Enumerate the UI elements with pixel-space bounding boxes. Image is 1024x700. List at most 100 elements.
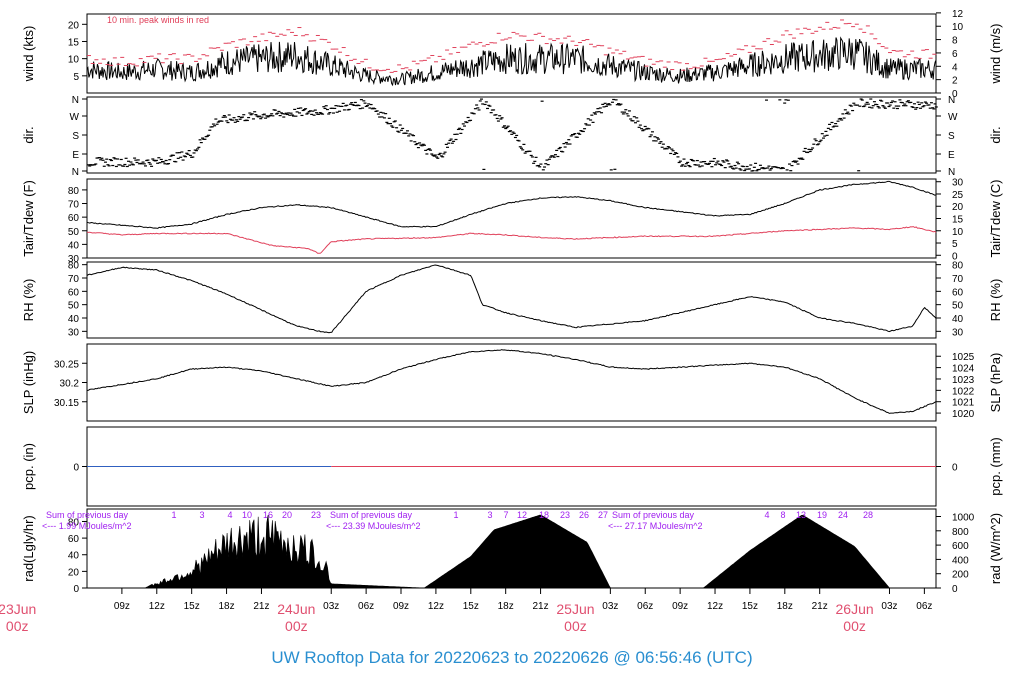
- day-label-hour: 00z: [843, 618, 866, 634]
- ytick-label-left-dir: W: [70, 112, 80, 123]
- rad-hour-label: 16: [263, 510, 273, 520]
- ytick-label-left-temp: 60: [68, 213, 80, 224]
- ytick-label-left-rh: 80: [68, 261, 80, 272]
- rad-hour-label: 26: [579, 510, 589, 520]
- panel-frame-temp: [86, 178, 937, 259]
- ylabel-left-pcp: pcp. (in): [21, 443, 36, 490]
- ytick-label-right-slp: 1023: [952, 375, 975, 386]
- ytick-label-left-wind: 5: [73, 72, 79, 83]
- ylabel-left-rad: rad(Lgly/hr): [21, 515, 36, 581]
- rad-hour-label: 7: [503, 510, 508, 520]
- ytick-label-right-dir: N: [948, 95, 955, 106]
- dewpoint-line: [86, 226, 937, 254]
- rad-hour-label: 4: [227, 510, 232, 520]
- ytick-label-right-slp: 1025: [952, 352, 975, 363]
- radiation-area: [87, 514, 936, 589]
- rad-hour-label: 18: [539, 510, 549, 520]
- ytick-label-left-rh: 30: [68, 327, 80, 338]
- ytick-label-right-temp: 5: [952, 239, 958, 250]
- ytick-label-left-temp: 50: [68, 227, 80, 238]
- ylabel-left-dir: dir.: [21, 126, 36, 143]
- ytick-label-right-rh: 60: [952, 287, 964, 298]
- rad-hour-label: 3: [199, 510, 204, 520]
- ylabel-left-wind: wind (kts): [21, 26, 36, 83]
- xtick-label: 06z: [358, 601, 374, 612]
- ytick-label-right-rad: 200: [952, 570, 969, 581]
- ytick-label-right-wind: 8: [952, 36, 958, 47]
- xtick-label: 15z: [184, 601, 200, 612]
- ytick-label-right-rad: 1000: [952, 512, 975, 523]
- ytick-label-right-slp: 1024: [952, 364, 975, 375]
- xtick-label: 18z: [498, 601, 514, 612]
- wind-peak-annotation: 10 min. peak winds in red: [107, 15, 209, 25]
- rad-hour-label: 19: [817, 510, 827, 520]
- xtick-label: 03z: [602, 601, 618, 612]
- xtick-label: 21z: [812, 601, 828, 612]
- ytick-label-left-temp: 40: [68, 240, 80, 251]
- ylabel-right-rad: rad (W/m^2): [988, 513, 1003, 584]
- ytick-label-left-temp: 30: [68, 254, 80, 265]
- xtick-label: 06z: [916, 601, 932, 612]
- ytick-label-left-rh: 60: [68, 287, 80, 298]
- ytick-label-right-wind: 10: [952, 22, 964, 33]
- xtick-label: 03z: [323, 601, 339, 612]
- rad-annotation-title: Sum of previous day: [46, 510, 129, 520]
- ytick-label-left-rh: 40: [68, 314, 80, 325]
- xtick-label: 12z: [707, 601, 723, 612]
- ytick-label-left-dir: E: [72, 150, 79, 161]
- ytick-label-right-slp: 1021: [952, 398, 975, 409]
- ytick-label-right-rad: 800: [952, 527, 969, 538]
- ytick-label-left-temp: 70: [68, 200, 80, 211]
- ytick-label-right-temp: 0: [952, 251, 958, 262]
- ytick-label-right-temp: 20: [952, 202, 964, 213]
- ytick-label-right-slp: 1020: [952, 409, 975, 420]
- ytick-label-left-slp: 30.25: [54, 359, 79, 370]
- rad-hour-label: 24: [838, 510, 848, 520]
- rh-line: [86, 264, 937, 334]
- ytick-label-right-pcp: 0: [952, 463, 958, 474]
- ytick-label-right-rad: 400: [952, 555, 969, 566]
- air-temp-line: [86, 180, 937, 229]
- day-label-date: 25Jun: [556, 601, 594, 617]
- ylabel-left-temp: Tair/Tdew (F): [21, 180, 36, 257]
- ytick-label-right-wind: 0: [952, 89, 958, 100]
- ytick-label-left-rad: 60: [68, 534, 80, 545]
- day-label-date: 26Jun: [836, 601, 874, 617]
- slp-line: [86, 349, 937, 414]
- ytick-label-right-temp: 25: [952, 190, 964, 201]
- rad-hour-label: 20: [282, 510, 292, 520]
- xtick-label: 15z: [742, 601, 758, 612]
- ytick-label-right-dir: S: [948, 131, 955, 142]
- ytick-label-right-slp: 1022: [952, 386, 975, 397]
- rad-hour-label: 1: [453, 510, 458, 520]
- ytick-label-left-rad: 40: [68, 551, 80, 562]
- rad-annotation-title: Sum of previous day: [330, 510, 413, 520]
- ytick-label-right-dir: W: [948, 112, 958, 123]
- ytick-label-left-slp: 30.2: [60, 379, 80, 390]
- ytick-label-left-dir: N: [72, 167, 79, 178]
- ytick-label-right-rh: 70: [952, 274, 964, 285]
- xtick-label: 03z: [881, 601, 897, 612]
- xtick-label: 18z: [218, 601, 234, 612]
- rad-hour-label: 8: [780, 510, 785, 520]
- ytick-label-right-wind: 12: [952, 9, 964, 20]
- ytick-label-right-dir: E: [948, 150, 955, 161]
- xtick-label: 09z: [114, 601, 130, 612]
- day-label-date: 24Jun: [277, 601, 315, 617]
- ytick-label-left-wind: 20: [68, 20, 80, 31]
- xtick-label: 12z: [428, 601, 444, 612]
- xtick-label: 18z: [777, 601, 793, 612]
- day-label-hour: 00z: [6, 618, 29, 634]
- panel-frame-rh: [86, 261, 937, 339]
- xtick-label: 15z: [463, 601, 479, 612]
- rad-hour-label: 27: [598, 510, 608, 520]
- panel-frame-dir: [86, 96, 937, 174]
- ytick-label-right-dir: N: [948, 167, 955, 178]
- ytick-label-right-rh: 40: [952, 314, 964, 325]
- rad-hour-label: 13: [796, 510, 806, 520]
- rad-hour-label: 23: [560, 510, 570, 520]
- ylabel-right-wind: wind (m/s): [988, 24, 1003, 85]
- ytick-label-right-wind: 4: [952, 62, 958, 73]
- ytick-label-right-rad: 0: [952, 584, 958, 595]
- ytick-label-right-wind: 2: [952, 76, 958, 87]
